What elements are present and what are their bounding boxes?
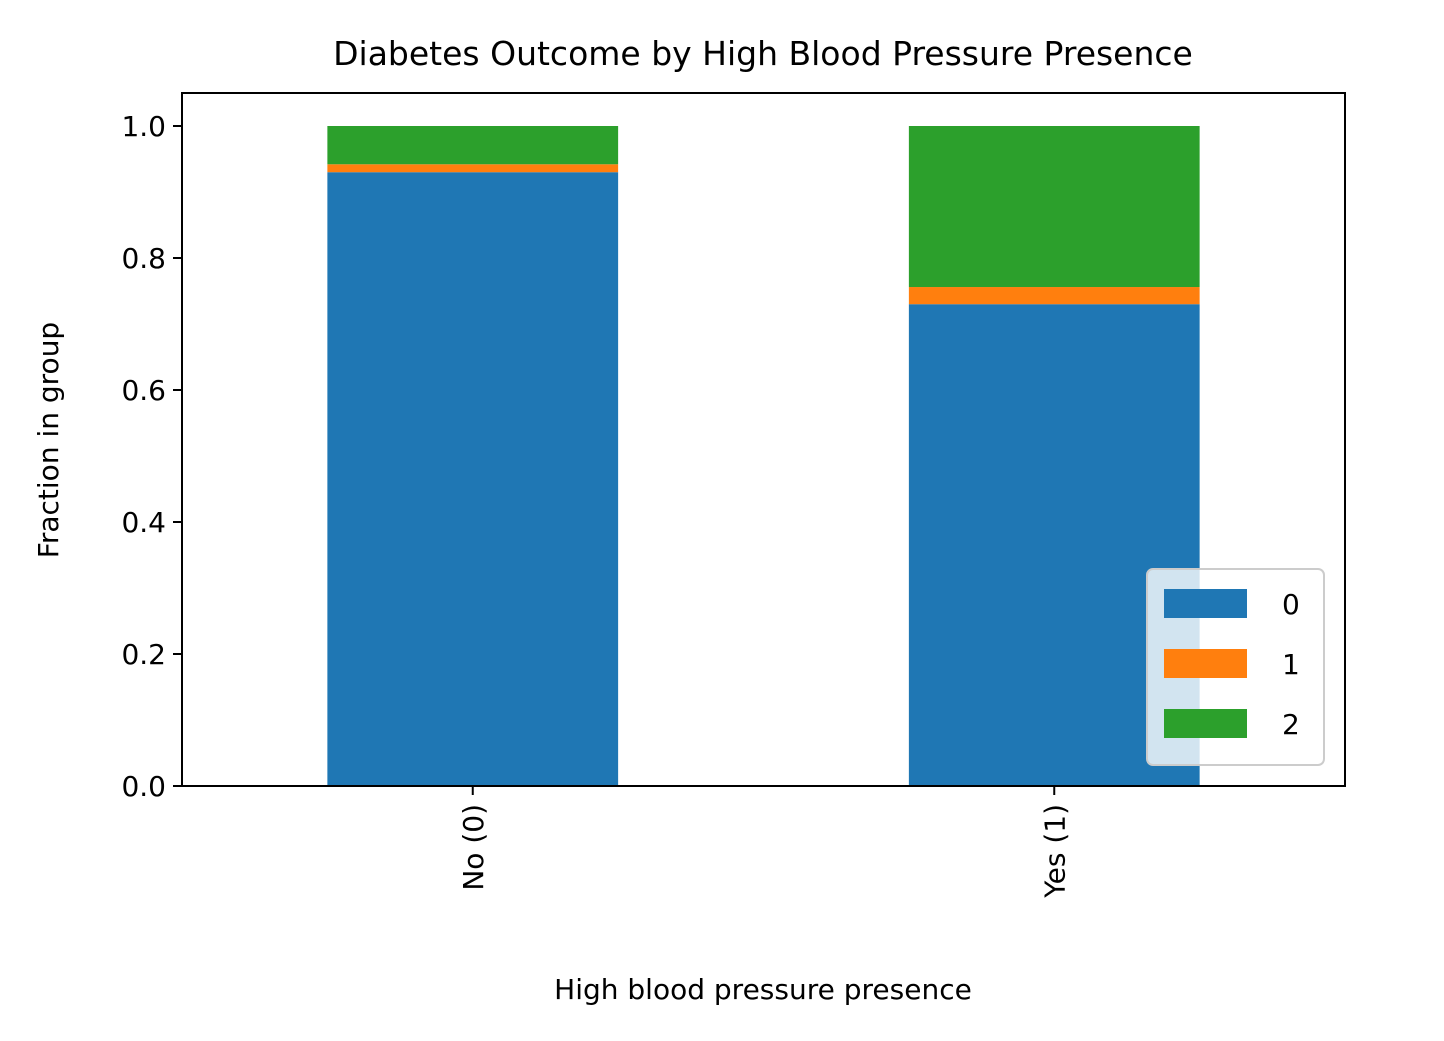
- legend-label-1: 1: [1282, 648, 1300, 681]
- y-tick-label: 0.8: [121, 242, 166, 275]
- y-tick-label: 0.0: [121, 770, 166, 803]
- y-tick-label: 0.2: [121, 638, 166, 671]
- legend-swatch-2: [1164, 709, 1247, 738]
- y-tick-label: 1.0: [121, 110, 166, 143]
- legend-swatch-1: [1164, 649, 1247, 678]
- plot-bars: [327, 126, 1200, 786]
- legend: 0 1 2: [1146, 568, 1325, 766]
- y-axis-ticks: 0.0 0.2 0.4 0.6 0.8 1.0: [121, 110, 182, 803]
- x-axis-label: High blood pressure presence: [554, 973, 972, 1006]
- y-tick-label: 0.6: [121, 374, 166, 407]
- plot-frame: [181, 92, 1346, 787]
- bar-segment-0-series-1: [327, 164, 619, 173]
- bar-segment-0-series-0: [327, 172, 619, 786]
- bar-segment-1-series-1: [908, 287, 1200, 305]
- x-tick-label: No (0): [457, 804, 490, 891]
- legend-label-0: 0: [1282, 588, 1300, 621]
- y-tick-label: 0.4: [121, 506, 166, 539]
- x-tick-label: Yes (1): [1038, 804, 1071, 899]
- chart-title: Diabetes Outcome by High Blood Pressure …: [333, 34, 1193, 73]
- bar-segment-1-series-2: [908, 126, 1200, 288]
- legend-swatch-0: [1164, 589, 1247, 618]
- y-axis-label: Fraction in group: [32, 322, 65, 558]
- x-axis-ticks: No (0) Yes (1): [457, 786, 1071, 899]
- bar-segment-0-series-2: [327, 126, 619, 165]
- legend-label-2: 2: [1282, 708, 1300, 741]
